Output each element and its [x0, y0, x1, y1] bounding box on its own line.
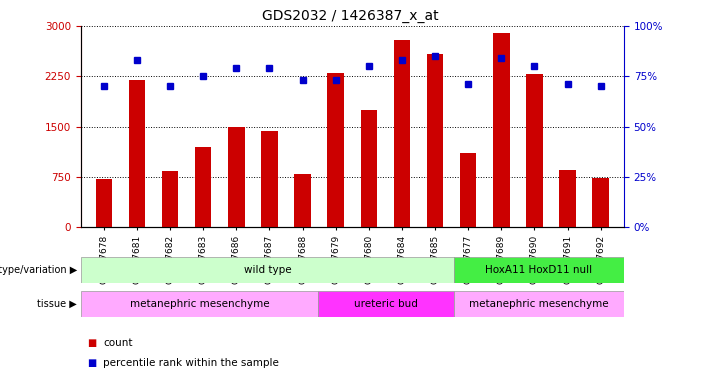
- Bar: [454, 291, 624, 317]
- Bar: [129, 80, 145, 227]
- Text: ureteric bud: ureteric bud: [354, 299, 418, 309]
- Text: count: count: [103, 338, 132, 348]
- Text: genotype/variation ▶: genotype/variation ▶: [0, 265, 77, 275]
- Bar: [95, 179, 112, 227]
- Bar: [493, 33, 510, 227]
- Bar: [195, 147, 212, 227]
- Bar: [592, 178, 609, 227]
- Text: tissue ▶: tissue ▶: [37, 299, 77, 309]
- Bar: [526, 74, 543, 227]
- Text: metanephric mesenchyme: metanephric mesenchyme: [469, 299, 608, 309]
- Bar: [81, 291, 318, 317]
- Text: GDS2032 / 1426387_x_at: GDS2032 / 1426387_x_at: [262, 9, 439, 23]
- Text: wild type: wild type: [243, 265, 291, 275]
- Bar: [460, 153, 477, 227]
- Bar: [454, 257, 624, 283]
- Text: metanephric mesenchyme: metanephric mesenchyme: [130, 299, 269, 309]
- Text: HoxA11 HoxD11 null: HoxA11 HoxD11 null: [485, 265, 592, 275]
- Bar: [294, 174, 311, 227]
- Bar: [318, 291, 454, 317]
- Text: ■: ■: [88, 338, 97, 348]
- Bar: [559, 170, 576, 227]
- Bar: [81, 257, 454, 283]
- Bar: [360, 110, 377, 227]
- Text: ■: ■: [88, 358, 97, 368]
- Bar: [327, 73, 344, 227]
- Bar: [228, 127, 245, 227]
- Bar: [427, 54, 443, 227]
- Text: percentile rank within the sample: percentile rank within the sample: [103, 358, 279, 368]
- Bar: [261, 131, 278, 227]
- Bar: [162, 171, 178, 227]
- Bar: [394, 40, 410, 227]
